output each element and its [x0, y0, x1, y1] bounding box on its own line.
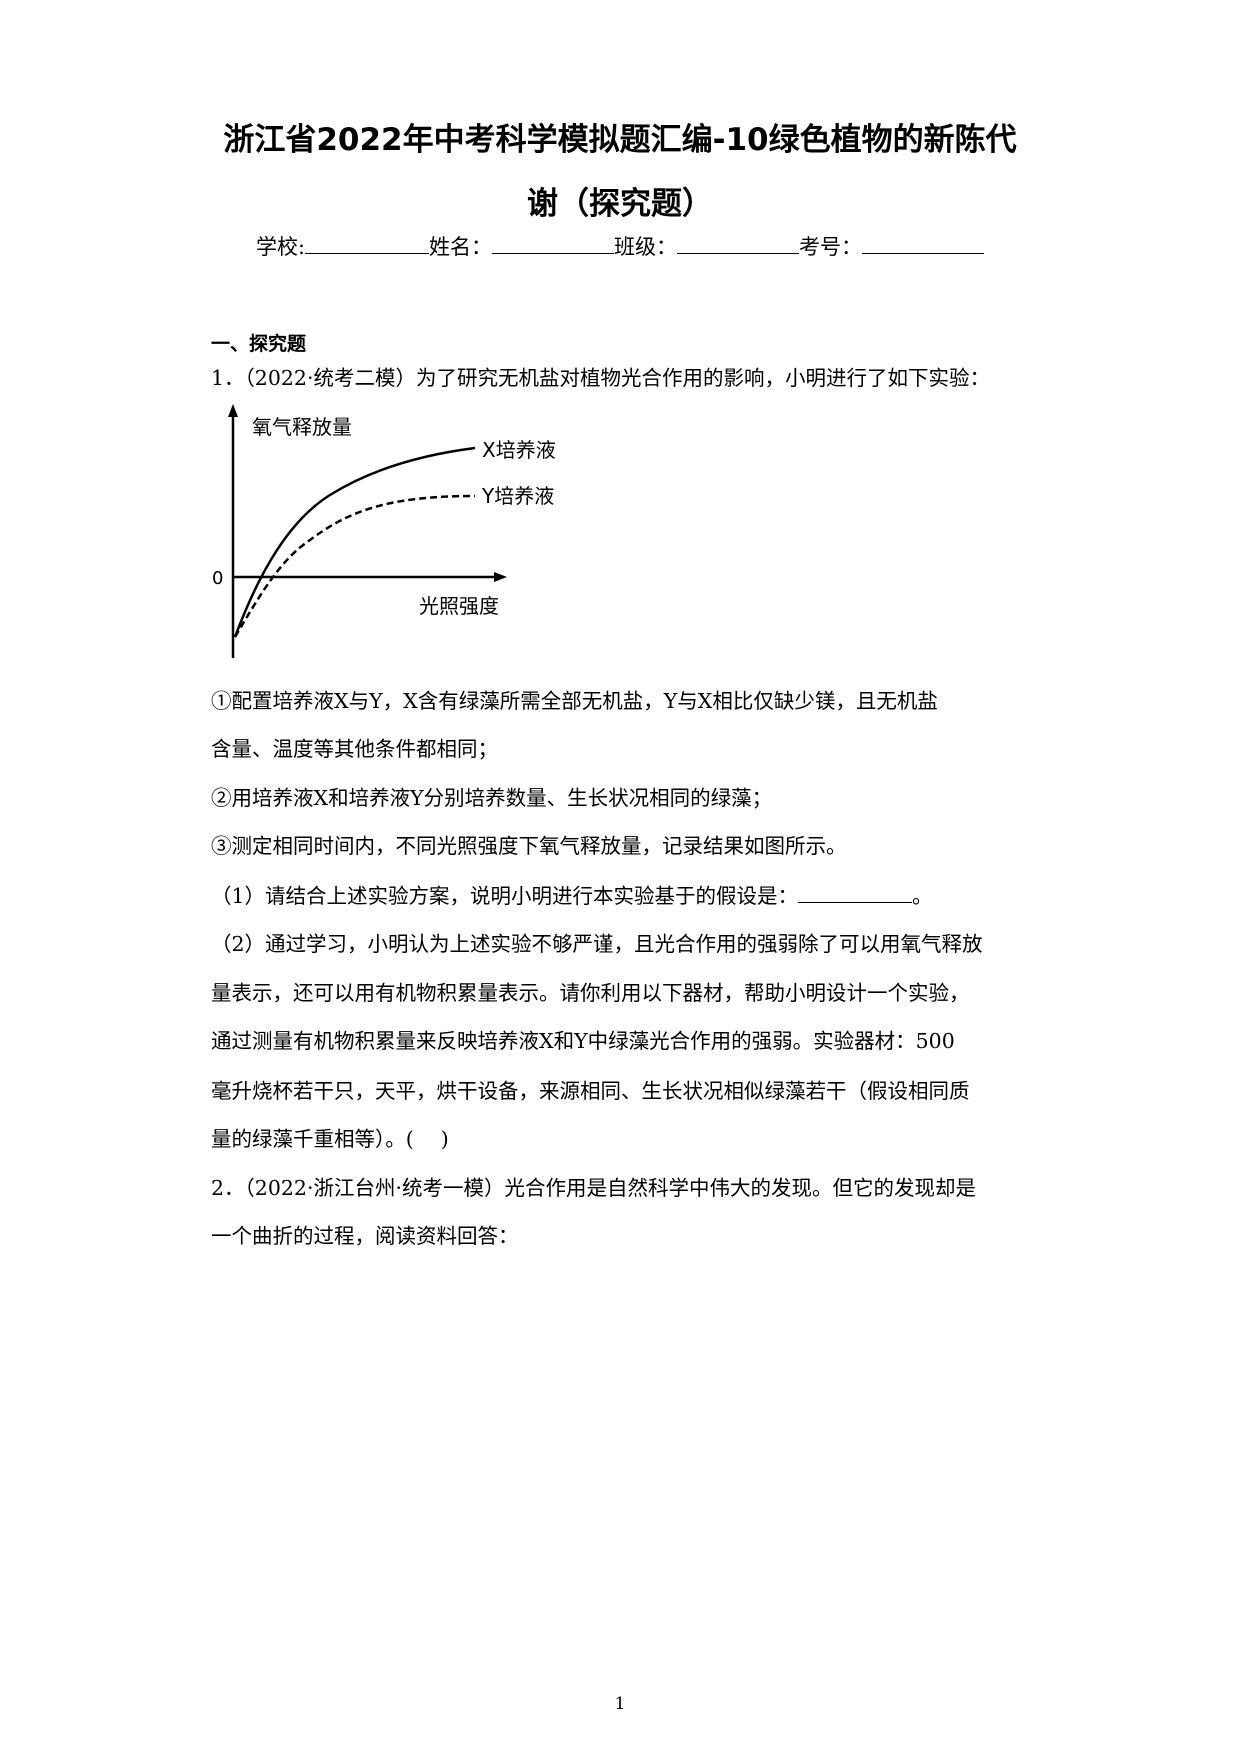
exam-id-label: 考号： — [799, 235, 863, 259]
document-title-line1: 浙江省2022年中考科学模拟题汇编-10绿色植物的新陈代 — [223, 122, 1017, 158]
exam-id-field[interactable] — [862, 235, 985, 254]
y-axis-label: 氧气释放量 — [252, 415, 352, 439]
question-1-step-line: ②用培养液X和培养液Y分别培养数量、生长状况相同的绿藻； — [211, 786, 773, 810]
question-1-step-line: ①配置培养液X与Y，X含有绿藻所需全部无机盐，Y与X相比仅缺少镁，且无机盐 — [211, 689, 938, 713]
x-axis-label: 光照强度 — [419, 594, 499, 618]
question-1-sub-2-line: （2）通过学习，小明认为上述实验不够严谨，且光合作用的强弱除了可以用氧气释放 — [211, 932, 983, 956]
question-1-sub-2-line: 通过测量有机物积累量来反映培养液X和Y中绿藻光合作用的强弱。实验器材：500 — [211, 1029, 955, 1053]
question-1-sub-2-line: 量的绿藻千重相等）。( ) — [211, 1127, 449, 1151]
question-1-step-line: ③测定相同时间内，不同光照强度下氧气释放量，记录结果如图所示。 — [211, 834, 847, 858]
student-info-line: 学校: 姓名： 班级： 考号： — [0, 231, 1240, 261]
question-2-line: 2．（2022·浙江台州·统考一模）光合作用是自然科学中伟大的发现。但它的发现却… — [211, 1176, 976, 1200]
school-label: 学校: — [255, 235, 306, 259]
document-title-line2: 谢（探究题） — [527, 186, 713, 222]
page-number: 1 — [614, 1694, 626, 1714]
hypothesis-answer-blank[interactable] — [798, 884, 913, 903]
sub-question-1-end: 。 — [912, 884, 933, 908]
school-field[interactable] — [305, 235, 430, 254]
name-label: 姓名： — [429, 235, 493, 259]
question-1-sub-1: （1）请结合上述实验方案，说明小明进行本实验基于的假设是： 。 — [211, 884, 933, 908]
question-1-intro: 1．（2022·统考二模）为了研究无机盐对植物光合作用的影响，小明进行了如下实验… — [211, 366, 990, 390]
origin-label: 0 — [212, 568, 223, 589]
class-label: 班级： — [614, 235, 678, 259]
question-2-line: 一个曲折的过程，阅读资料回答： — [211, 1224, 519, 1248]
name-field[interactable] — [492, 235, 615, 254]
series-y-label: Y培养液 — [481, 484, 554, 508]
section-heading: 一、探究题 — [211, 333, 307, 355]
oxygen-release-figure: 氧气释放量 X培养液 Y培养液 0 光照强度 — [212, 404, 556, 658]
y-axis-arrow — [228, 404, 238, 417]
series-x-curve — [233, 446, 476, 638]
series-x-label: X培养液 — [482, 438, 556, 462]
question-1-sub-2-line: 量表示，还可以用有机物积累量表示。请你利用以下器材，帮助小明设计一个实验， — [211, 981, 970, 1005]
series-y-curve — [233, 494, 476, 638]
question-1-sub-2-line: 毫升烧杯若干只，天平，烘干设备，来源相同、生长状况相似绿藻若干（假设相同质 — [211, 1079, 970, 1103]
x-axis-arrow — [494, 572, 507, 582]
question-1-step-line: 含量、温度等其他条件都相同； — [211, 737, 498, 761]
sub-question-1-text: （1）请结合上述实验方案，说明小明进行本实验基于的假设是： — [211, 884, 799, 908]
class-field[interactable] — [677, 235, 800, 254]
